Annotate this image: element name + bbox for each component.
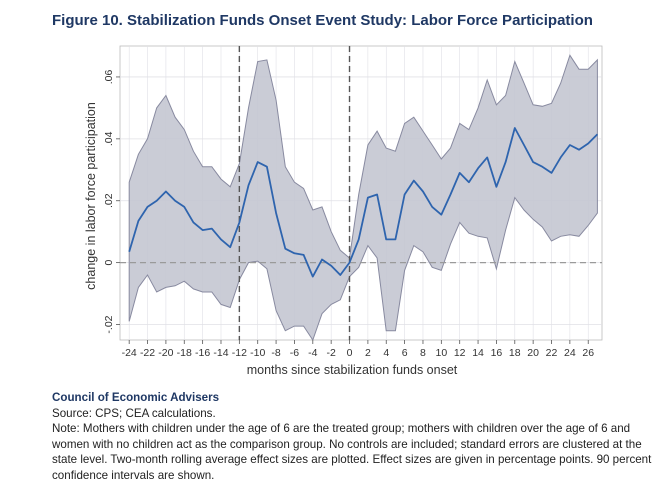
confidence-interval-band bbox=[128, 54, 598, 342]
y-tick-label: .02 bbox=[103, 193, 115, 208]
y-tick-label: -.02 bbox=[103, 315, 115, 333]
x-tick-label: -10 bbox=[250, 347, 265, 359]
ci-band-area bbox=[128, 54, 598, 342]
x-tick-label: -22 bbox=[140, 347, 155, 359]
x-tick-label: 18 bbox=[509, 347, 521, 359]
x-tick-label: 6 bbox=[402, 347, 408, 359]
x-tick-label: -16 bbox=[195, 347, 210, 359]
x-tick-label: -24 bbox=[122, 347, 137, 359]
y-tick-label: .06 bbox=[103, 69, 115, 84]
x-axis-title: months since stabilization funds onset bbox=[247, 363, 458, 377]
y-tick-label: 0 bbox=[103, 260, 115, 266]
x-tick-label: 20 bbox=[527, 347, 539, 359]
x-tick-label: 24 bbox=[564, 347, 576, 359]
x-tick-label: 16 bbox=[491, 347, 503, 359]
x-tick-label: -18 bbox=[177, 347, 192, 359]
footer-notes: Council of Economic Advisers Source: CPS… bbox=[52, 390, 662, 483]
event-study-chart: -24 -22 -20 -18 -16 -14 -12 -10 -8 -6 -4 -2 0 2 4 6 8 10 1… bbox=[84, 45, 603, 377]
y-axis-title: change in labor force participation bbox=[84, 102, 98, 290]
x-tick-label: 8 bbox=[420, 347, 426, 359]
footer-source: Source: CPS; CEA calculations. bbox=[52, 406, 216, 420]
x-tick-label: 0 bbox=[347, 347, 353, 359]
x-tick-label: 10 bbox=[435, 347, 447, 359]
y-tick-label: .04 bbox=[103, 131, 115, 146]
footer-org: Council of Economic Advisers bbox=[52, 391, 220, 404]
y-axis-ticks: -.02 0 .02 .04 .06 bbox=[103, 69, 120, 334]
x-tick-label: -20 bbox=[158, 347, 173, 359]
footer-note: Note: Mothers with children under the ag… bbox=[52, 422, 652, 482]
x-tick-label: 12 bbox=[454, 347, 466, 359]
x-tick-label: -14 bbox=[213, 347, 228, 359]
reference-lines bbox=[120, 46, 602, 340]
x-tick-label: -4 bbox=[308, 347, 317, 359]
x-tick-label: -6 bbox=[290, 347, 299, 359]
x-tick-label: 22 bbox=[546, 347, 558, 359]
effect-line bbox=[128, 127, 599, 278]
x-axis-ticks: -24 -22 -20 -18 -16 -14 -12 -10 -8 -6 -4 -2 0 2 4 6 8 10 1… bbox=[122, 340, 594, 359]
figure-title: Figure 10. Stabilization Funds Onset Eve… bbox=[52, 12, 593, 29]
x-tick-label: 26 bbox=[582, 347, 594, 359]
x-tick-label: -8 bbox=[271, 347, 280, 359]
effect-line-series bbox=[128, 127, 599, 278]
x-tick-label: -12 bbox=[232, 347, 247, 359]
x-tick-label: 14 bbox=[472, 347, 484, 359]
x-tick-label: 2 bbox=[365, 347, 371, 359]
x-tick-label: 4 bbox=[383, 347, 389, 359]
x-tick-label: -2 bbox=[326, 347, 335, 359]
